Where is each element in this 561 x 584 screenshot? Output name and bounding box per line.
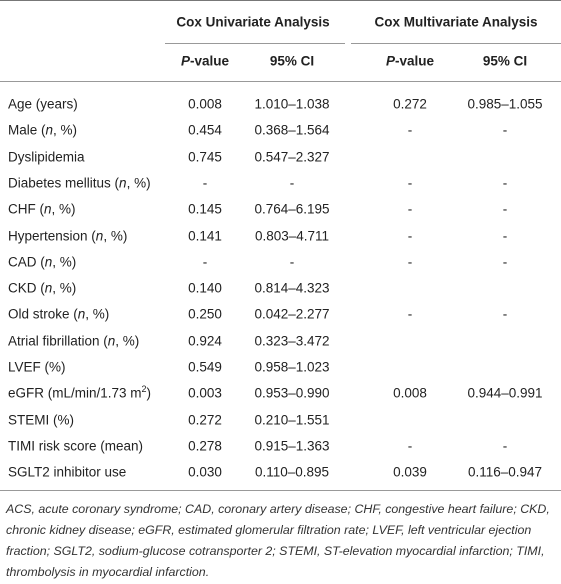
rule [351,43,561,44]
row-label: CHF (n, %) [8,201,76,217]
cell: - [289,254,295,270]
cell: - [407,122,413,138]
cell: 0.008 [393,385,427,401]
cell: 0.272 [393,96,427,112]
row-label: CKD (n, %) [8,280,77,296]
cell: 0.549 [188,359,222,375]
cell: 0.745 [188,149,222,165]
row-label: SGLT2 inhibitor use [8,464,127,480]
row-label: LVEF (%) [8,359,66,375]
cell: 0.454 [188,122,222,138]
row-label: Atrial fibrillation (n, %) [8,333,140,349]
cell: - [407,306,413,322]
rule [165,43,345,44]
cell: 0.042–2.277 [254,306,330,322]
column-header: 95% CI [482,53,528,69]
rule [0,490,561,491]
cell: - [407,438,413,454]
cell: 0.003 [188,385,222,401]
row-label: Hypertension (n, %) [8,228,128,243]
cell: 0.944–0.991 [467,385,543,401]
cell: - [407,201,413,217]
cell: 0.272 [188,412,222,428]
cell: - [502,254,508,270]
row-label: eGFR (mL/min/1.73 m2) [8,384,152,401]
row-label: Diabetes mellitus (n, %) [8,175,151,191]
cell: 0.039 [393,464,427,480]
column-header: P-value [385,53,435,69]
cell: 0.110–0.895 [254,464,330,480]
row-label: Age (years) [8,96,78,112]
group-header: Cox Multivariate Analysis [374,14,538,30]
cell: - [502,228,508,243]
cell: - [502,201,508,217]
cell: 0.140 [188,280,222,296]
cell: 0.958–1.023 [254,359,330,375]
group-header: Cox Univariate Analysis [176,14,330,30]
row-label: STEMI (%) [8,412,74,428]
cell: - [502,306,508,322]
row-label: Dyslipidemia [8,149,85,165]
row-label: TIMI risk score (mean) [8,438,144,454]
cell: 0.547–2.327 [254,149,330,165]
cell: 0.915–1.363 [254,438,330,454]
cell: 0.250 [188,306,222,322]
cell: - [502,175,508,191]
cell: 0.210–1.551 [254,412,330,428]
cell: - [407,228,413,243]
cell: 0.924 [188,333,222,349]
row-label: Male (n, %) [8,122,78,138]
footnote: ACS, acute coronary syndrome; CAD, coron… [6,502,550,579]
cell: 1.010–1.038 [254,96,330,112]
row-label: Old stroke (n, %) [8,306,110,322]
cell: 0.764–6.195 [254,201,330,217]
cell: 0.141 [188,228,222,243]
cell: 0.368–1.564 [254,122,330,138]
cell: 0.803–4.711 [254,228,330,243]
cell: 0.116–0.947 [467,464,543,480]
cell: - [202,175,208,191]
cell: - [202,254,208,270]
column-header: 95% CI [269,53,315,69]
cell: 0.323–3.472 [254,333,330,349]
cell: - [407,175,413,191]
row-label: CAD (n, %) [8,254,77,270]
rule [0,81,561,82]
cell: - [502,122,508,138]
cell: - [289,175,295,191]
cell: 0.953–0.990 [254,385,330,401]
rule [0,0,561,1]
cell: 0.985–1.055 [467,96,543,112]
cell: 0.145 [188,201,222,217]
cell: - [407,254,413,270]
column-header: P-value [180,53,230,69]
cell: 0.278 [188,438,222,454]
cell: 0.030 [188,464,222,480]
cell: 0.814–4.323 [254,280,330,296]
cell: 0.008 [188,96,222,112]
cell: - [502,438,508,454]
